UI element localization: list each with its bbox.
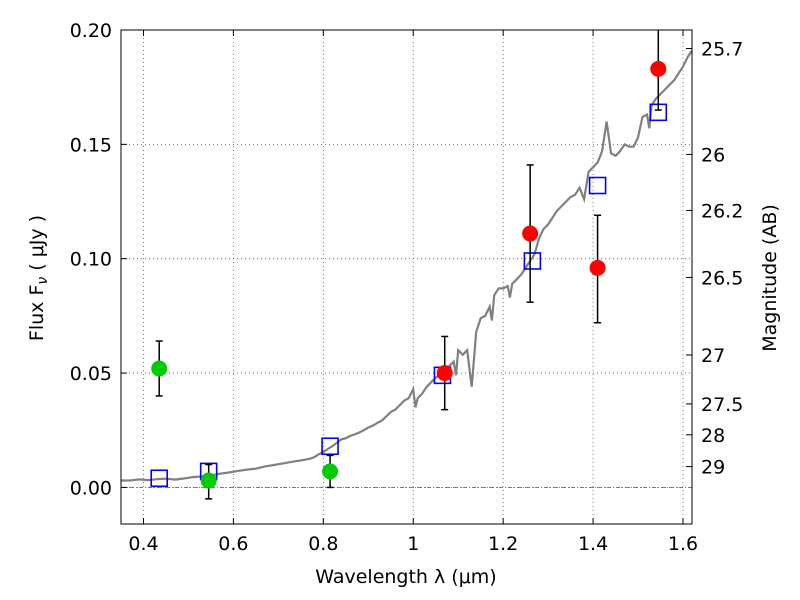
right-tick-label: 27.5 [701,394,743,416]
y-axis-label-sub: ν [35,277,51,285]
right-tick-label: 26.2 [701,200,743,222]
plot-area [121,30,692,500]
x-axis-label: Wavelength λ (μm) [315,566,496,588]
y-tick-label: 0.00 [70,477,112,499]
observed-flux-point [200,472,217,489]
observed-flux-point [436,365,453,382]
observed-flux-point [650,60,667,77]
y-tick-label: 0.05 [70,363,112,385]
y-tick-label: 0.20 [70,20,112,42]
x-tick-label: 1.2 [488,533,518,555]
x-tick-label: 0.4 [128,533,158,555]
model-spectrum-line [121,49,692,482]
series-group [121,30,692,500]
x-tick-label: 0.6 [218,533,248,555]
x-tick-label: 0.8 [308,533,338,555]
ticks: 0.4 0.6 0.8 1 1.2 1.4 1.6 0.00 0.05 0.10 0.15 0.20 2… [70,20,744,555]
right-tick-label: 25.7 [701,39,743,61]
y-axis-label-unit: ( μJy ) [26,215,48,277]
model-photometry-point [588,176,607,195]
y-tick-label: 0.10 [70,249,112,271]
observed-flux-point [589,259,606,276]
y-axis-label: Flux Fν ( μJy ) [26,215,51,341]
right-axis-label: Magnitude (AB) [759,204,781,352]
x-tick-label: 1 [407,533,419,555]
axes-frame [120,29,693,525]
y-tick-label: 0.15 [70,134,112,156]
right-tick-label: 26 [701,144,725,166]
x-tick-label: 1.4 [578,533,608,555]
observed-flux-point [322,463,339,480]
model-photometry-point [150,469,169,488]
observed-flux-point [522,225,539,242]
observed-flux-point [151,360,168,377]
y-axis-label-main: Flux F [26,285,48,341]
right-tick-label: 29 [701,457,725,479]
x-tick-label: 1.6 [668,533,698,555]
model-photometry-point [321,437,339,456]
grid [121,29,692,524]
right-tick-label: 27 [701,345,725,367]
model-photometry-point [523,252,542,270]
right-tick-label: 28 [701,425,725,447]
right-tick-label: 26.5 [701,267,743,289]
